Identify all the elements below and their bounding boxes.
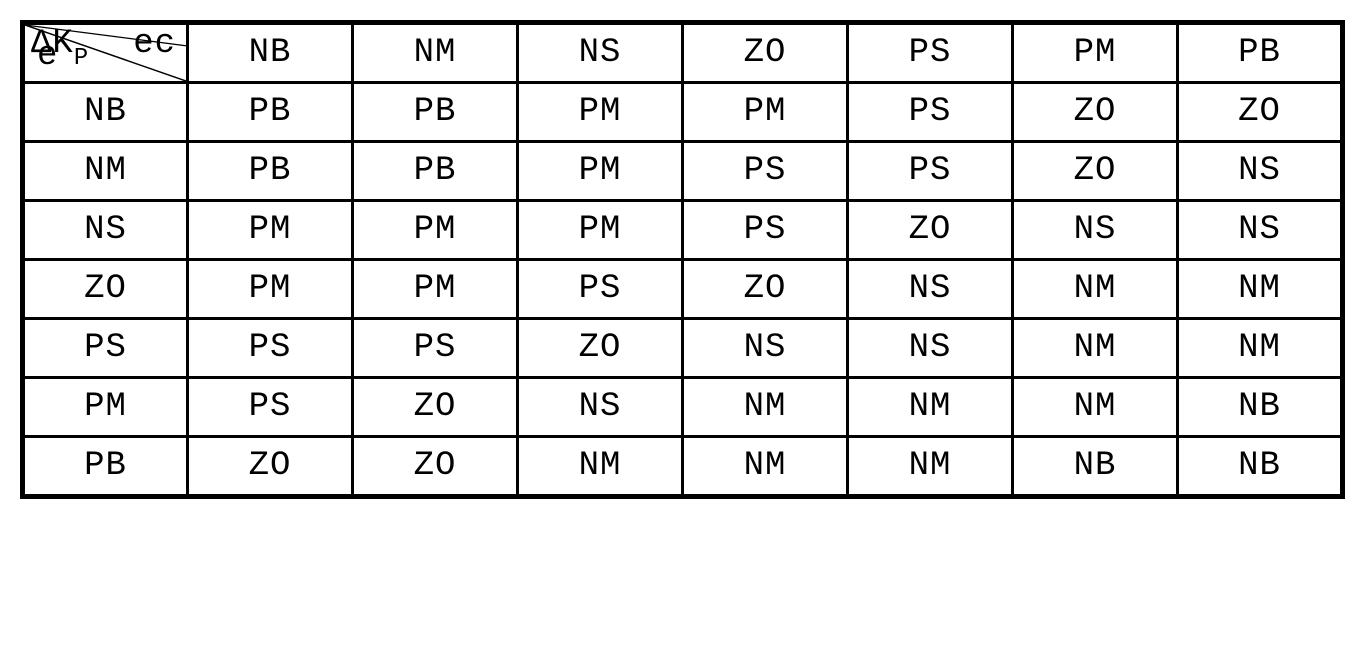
rule-cell: ZO — [1013, 142, 1178, 201]
table-row: NM PB PB PM PS PS ZO NS — [23, 142, 1343, 201]
rule-cell: PM — [188, 260, 353, 319]
rule-cell: NM — [683, 378, 848, 437]
rule-cell: ZO — [518, 319, 683, 378]
rule-cell: PM — [188, 201, 353, 260]
rule-cell: NS — [848, 260, 1013, 319]
rule-cell: PB — [188, 83, 353, 142]
rule-cell: PM — [518, 201, 683, 260]
rule-cell: PS — [188, 319, 353, 378]
rule-cell: PS — [848, 142, 1013, 201]
ec-header-cell: NB — [188, 23, 353, 83]
ec-header-cell: PM — [1013, 23, 1178, 83]
rule-cell: PM — [518, 142, 683, 201]
table-row: NS PM PM PM PS ZO NS NS — [23, 201, 1343, 260]
table-row: NB PB PB PM PM PS ZO ZO — [23, 83, 1343, 142]
fuzzy-rule-table: ΔKP ec e NB NM NS ZO PS PM PB NB PB PB P… — [20, 20, 1345, 499]
rule-cell: NB — [1013, 437, 1178, 497]
rule-cell: ZO — [188, 437, 353, 497]
rule-cell: PS — [683, 201, 848, 260]
table-row: PM PS ZO NS NM NM NM NB — [23, 378, 1343, 437]
table-row: PB ZO ZO NM NM NM NB NB — [23, 437, 1343, 497]
rule-cell: NB — [1178, 437, 1343, 497]
table-row: PS PS PS ZO NS NS NM NM — [23, 319, 1343, 378]
rule-cell: NB — [1178, 378, 1343, 437]
rule-cell: NM — [1178, 319, 1343, 378]
rule-cell: PM — [518, 83, 683, 142]
e-header-cell: PB — [23, 437, 188, 497]
e-header-cell: ZO — [23, 260, 188, 319]
ec-header-cell: NM — [353, 23, 518, 83]
table-row: ZO PM PM PS ZO NS NM NM — [23, 260, 1343, 319]
rule-cell: NS — [1178, 201, 1343, 260]
rule-cell: ZO — [353, 437, 518, 497]
rule-cell: ZO — [848, 201, 1013, 260]
rule-cell: PS — [353, 319, 518, 378]
ec-header-cell: ZO — [683, 23, 848, 83]
rule-cell: NS — [848, 319, 1013, 378]
ec-header-cell: NS — [518, 23, 683, 83]
ec-header-cell: PB — [1178, 23, 1343, 83]
rule-cell: PB — [188, 142, 353, 201]
header-row: ΔKP ec e NB NM NS ZO PS PM PB — [23, 23, 1343, 83]
rule-cell: PM — [353, 260, 518, 319]
e-header-cell: NS — [23, 201, 188, 260]
rule-cell: PB — [353, 142, 518, 201]
rule-cell: PM — [353, 201, 518, 260]
rule-cell: NM — [1178, 260, 1343, 319]
rule-cell: PB — [353, 83, 518, 142]
rule-cell: PS — [848, 83, 1013, 142]
rule-cell: PM — [683, 83, 848, 142]
rule-cell: NM — [518, 437, 683, 497]
rule-cell: ZO — [1178, 83, 1343, 142]
rule-cell: ZO — [1013, 83, 1178, 142]
rule-cell: NM — [683, 437, 848, 497]
rule-cell: NM — [848, 437, 1013, 497]
rule-cell: NM — [1013, 378, 1178, 437]
rule-cell: ZO — [353, 378, 518, 437]
corner-label-ec: ec — [133, 27, 176, 61]
corner-label-e: e — [37, 39, 58, 73]
rule-cell: NS — [683, 319, 848, 378]
rule-cell: NS — [1013, 201, 1178, 260]
e-header-cell: PS — [23, 319, 188, 378]
e-header-cell: NM — [23, 142, 188, 201]
rule-cell: NM — [1013, 319, 1178, 378]
rule-cell: NS — [518, 378, 683, 437]
e-header-cell: PM — [23, 378, 188, 437]
rule-cell: PS — [683, 142, 848, 201]
ec-header-cell: PS — [848, 23, 1013, 83]
rule-cell: PS — [518, 260, 683, 319]
e-header-cell: NB — [23, 83, 188, 142]
rule-cell: NM — [848, 378, 1013, 437]
rule-cell: ZO — [683, 260, 848, 319]
corner-cell: ΔKP ec e — [23, 23, 188, 83]
rule-cell: PS — [188, 378, 353, 437]
rule-cell: NM — [1013, 260, 1178, 319]
rule-cell: NS — [1178, 142, 1343, 201]
